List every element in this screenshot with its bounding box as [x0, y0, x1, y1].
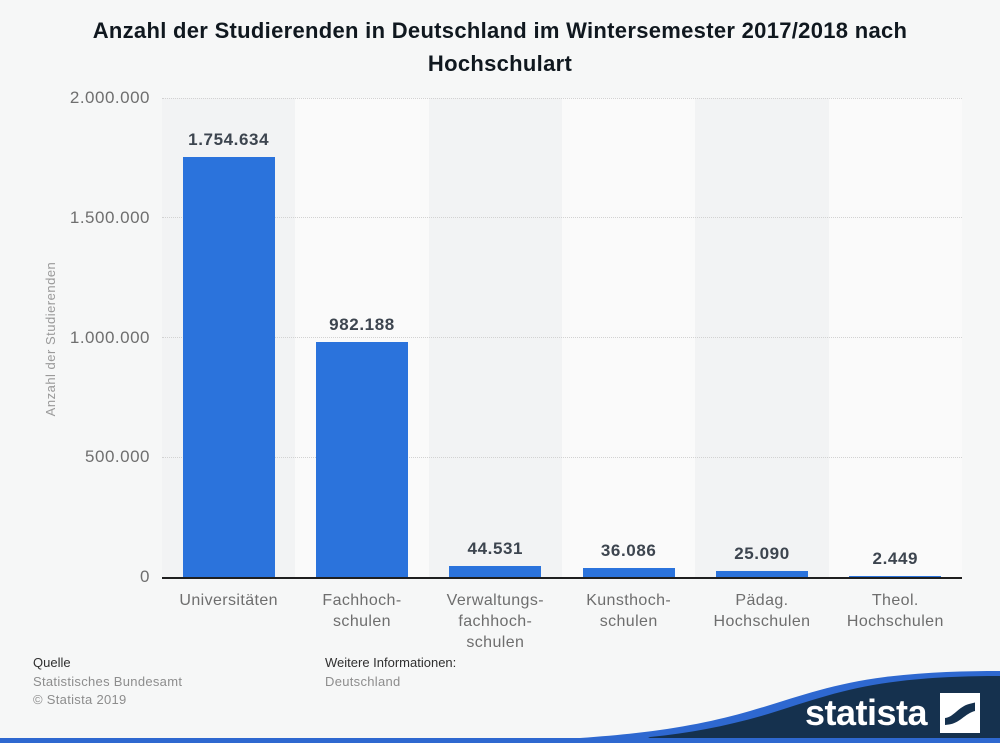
info-block: Weitere Informationen: Deutschland — [325, 655, 456, 692]
source-heading: Quelle — [33, 655, 71, 670]
category-label-line: Kunsthoch- — [586, 592, 672, 609]
bar — [849, 576, 942, 577]
category-label: Theol. Hochschulen — [829, 590, 962, 632]
bar — [449, 566, 542, 577]
bar — [716, 571, 808, 577]
category-label-line: Hochschulen — [846, 613, 944, 630]
category-label-line: Pädag. — [735, 592, 789, 609]
gridline — [162, 456, 962, 458]
chart-title-line2: Hochschulart — [427, 51, 573, 76]
bar-value-label: 36.086 — [600, 541, 657, 560]
gridline — [162, 337, 962, 338]
category-label-line: Verwaltungs- — [446, 592, 544, 609]
category-label-line: schulen — [466, 634, 525, 651]
category-label-line: Fachhoch- — [322, 592, 402, 609]
category-label: Fachhoch-schulen — [295, 590, 428, 632]
y-tick-label: 1.000.000 — [69, 327, 150, 347]
wave-bottom-strip — [0, 738, 1000, 743]
bar-value-label: 1.754.634 — [188, 130, 270, 149]
y-tick-label: 2.000.000 — [69, 88, 150, 107]
x-axis-line — [162, 577, 962, 579]
category-label-line: Hochschulen — [713, 613, 811, 630]
bar-value-label: 44.531 — [467, 539, 524, 558]
statista-logo-icon — [940, 693, 980, 733]
chart-title-line1: Anzahl der Studierenden in Deutschland i… — [92, 18, 908, 43]
category-label-line: Universitäten — [179, 592, 278, 609]
wave-navy — [638, 676, 1000, 743]
gridline — [162, 217, 962, 219]
bar-value-label: 982.188 — [329, 315, 395, 334]
source-line-1: Statistisches Bundesamt — [33, 674, 183, 689]
info-line-1: Deutschland — [325, 674, 401, 689]
source-block: Quelle Statistisches Bundesamt © Statist… — [33, 655, 182, 710]
source-line-2: © Statista 2019 — [33, 692, 127, 707]
category-label-line: schulen — [599, 613, 658, 630]
category-label-line: Theol. — [871, 592, 919, 609]
category-label-line: fachhoch- — [458, 613, 533, 630]
y-tick-label: 500.000 — [85, 447, 150, 467]
category-label-line: schulen — [333, 613, 391, 630]
gridline — [162, 97, 962, 99]
y-tick-label: 1.500.000 — [69, 207, 150, 227]
category-label: Pädag. Hochschulen — [695, 590, 828, 632]
bar — [316, 342, 408, 577]
bar — [582, 568, 675, 577]
bar — [182, 157, 275, 577]
bottom-wave — [0, 671, 1000, 743]
category-label: Verwaltungs-fachhoch-schulen — [429, 590, 562, 653]
bar-value-label: 2.449 — [872, 549, 919, 568]
chart-title: Anzahl der Studierenden in Deutschland i… — [0, 14, 1000, 80]
y-tick-label: 0 — [140, 567, 150, 586]
statista-wordmark: statista — [804, 692, 928, 733]
statista-branding: statista — [805, 691, 980, 735]
bar-value-label: 25.090 — [734, 544, 790, 563]
category-label: Kunsthoch-schulen — [562, 590, 695, 632]
info-heading: Weitere Informationen: — [325, 655, 457, 670]
category-label: Universitäten — [162, 590, 295, 611]
